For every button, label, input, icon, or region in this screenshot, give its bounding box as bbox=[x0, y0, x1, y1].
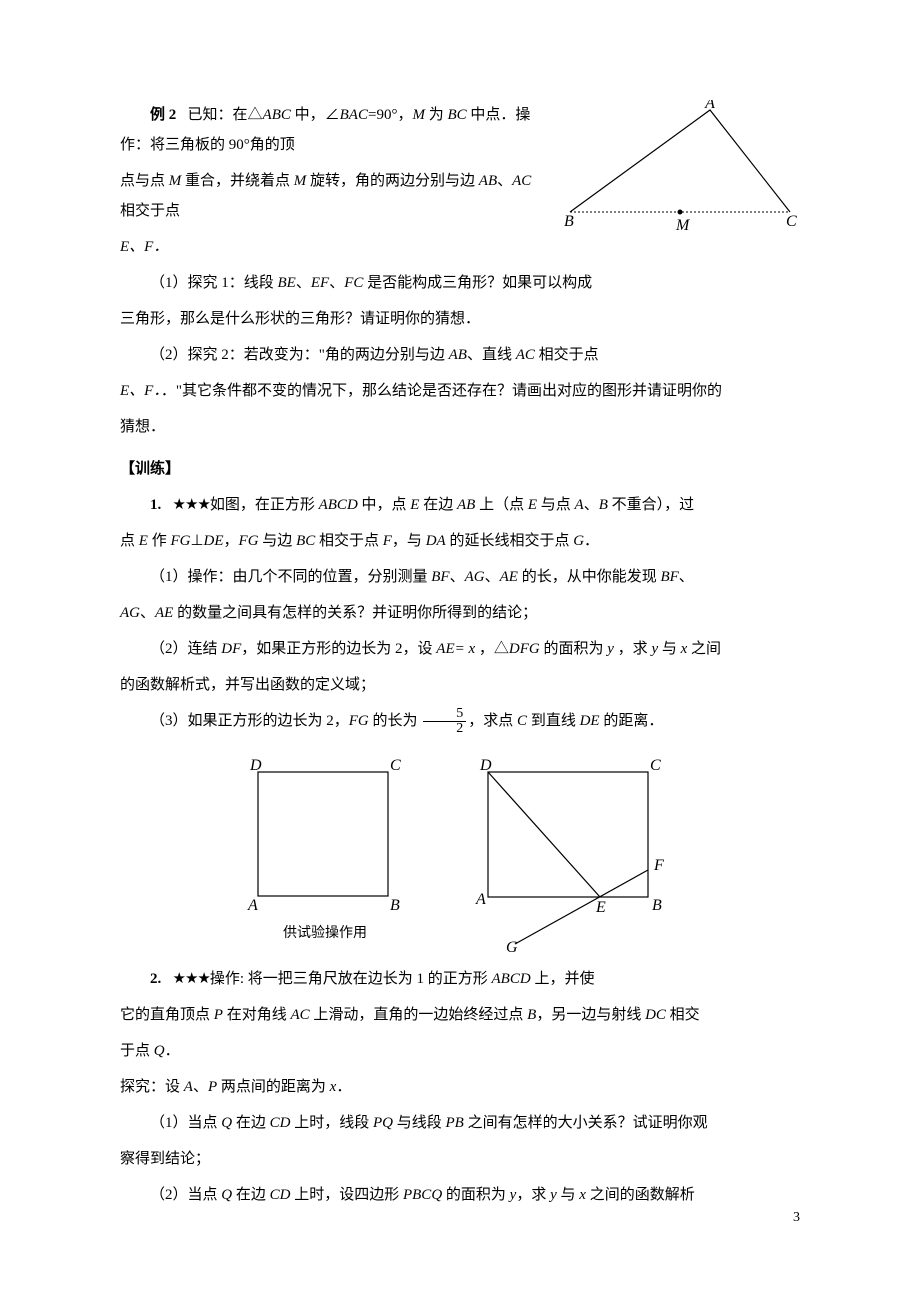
svg-text:B: B bbox=[390, 897, 400, 914]
fig-left-caption: 供试验操作用 bbox=[283, 920, 367, 948]
q1-p1-l2: AG、AE 的数量之间具有怎样的关系？并证明你所得到的结论； bbox=[120, 598, 800, 628]
svg-text:A: A bbox=[247, 897, 258, 914]
q1-p1-l1: （1）操作：由几个不同的位置，分别测量 BF、AG、AE 的长，从中你能发现 B… bbox=[120, 562, 800, 592]
q1-p2-l1: （2）连结 DF，如果正方形的边长为 2，设 AE= x ，△DFG 的面积为 … bbox=[120, 634, 800, 664]
ex2-p1-l2: 三角形，那么是什么形状的三角形？请证明你的猜想． bbox=[120, 304, 800, 334]
label-c: C bbox=[786, 213, 797, 230]
ex2-p2-l2: E、F．．"其它条件都不变的情况下，那么结论是否还存在？请画出对应的图形并请证明… bbox=[120, 376, 800, 406]
svg-text:D: D bbox=[479, 757, 492, 774]
triangle-svg: A B C M bbox=[560, 100, 800, 240]
training-head: 【训练】 bbox=[120, 454, 800, 484]
q2-p1-l1: （1）当点 Q 在边 CD 上时，线段 PQ 与线段 PB 之间有怎样的大小关系… bbox=[120, 1108, 800, 1138]
svg-text:C: C bbox=[390, 757, 401, 774]
q2-l4: 探究：设 A、P 两点间的距离为 x． bbox=[120, 1072, 800, 1102]
figure-triangle-abc: A B C M bbox=[560, 100, 800, 251]
svg-text:C: C bbox=[650, 757, 661, 774]
figure-square-right: D C A B E F G bbox=[470, 754, 680, 954]
q2-p2: （2）当点 Q 在边 CD 上时，设四边形 PBCQ 的面积为 y，求 y 与 … bbox=[120, 1180, 800, 1210]
svg-text:A: A bbox=[475, 891, 486, 908]
q2-num: 2. bbox=[150, 971, 161, 987]
label-a: A bbox=[704, 100, 715, 112]
q2-stars: ★★★ bbox=[173, 971, 210, 987]
figure-square-left: D C A B 供试验操作用 bbox=[240, 754, 410, 954]
svg-text:B: B bbox=[652, 897, 662, 914]
q2-head: 2. ★★★操作: 将一把三角尺放在边长为 1 的正方形 ABCD 上，并使 bbox=[120, 964, 800, 994]
svg-text:D: D bbox=[249, 757, 262, 774]
ex2-p2-l3: 猜想． bbox=[120, 412, 800, 442]
svg-text:E: E bbox=[595, 899, 606, 916]
q1-p3: （3）如果正方形的边长为 2，FG 的长为 52，求点 C 到直线 DE 的距离… bbox=[120, 706, 800, 736]
q1-head: 1. ★★★如图，在正方形 ABCD 中，点 E 在边 AB 上（点 E 与点 … bbox=[120, 490, 800, 520]
q2-p1-l2: 察得到结论； bbox=[120, 1144, 800, 1174]
ex2-p2-l1: （2）探究 2：若改变为："角的两边分别与边 AB、直线 AC 相交于点 bbox=[120, 340, 800, 370]
q1-figures: D C A B 供试验操作用 D C A B E F G bbox=[120, 754, 800, 954]
page-number: 3 bbox=[793, 1204, 800, 1232]
ex2-label: 例 2 bbox=[150, 107, 176, 123]
svg-text:G: G bbox=[506, 939, 518, 954]
fraction-5-2: 52 bbox=[423, 707, 466, 736]
label-b: B bbox=[564, 213, 574, 230]
q2-l3: 于点 Q． bbox=[120, 1036, 800, 1066]
ex2-p1-l1: （1）探究 1：线段 BE、EF、FC 是否能构成三角形？如果可以构成 bbox=[120, 268, 800, 298]
q1-num: 1. bbox=[150, 497, 161, 513]
q1-stars: ★★★ bbox=[173, 497, 210, 513]
label-m: M bbox=[675, 217, 691, 234]
q2-l2: 它的直角顶点 P 在对角线 AC 上滑动，直角的一边始终经过点 B，另一边与射线… bbox=[120, 1000, 800, 1030]
svg-text:F: F bbox=[653, 857, 664, 874]
q1-p2-l2: 的函数解析式，并写出函数的定义域； bbox=[120, 670, 800, 700]
q1-l2: 点 E 作 FG⊥DE，FG 与边 BC 相交于点 F，与 DA 的延长线相交于… bbox=[120, 526, 800, 556]
